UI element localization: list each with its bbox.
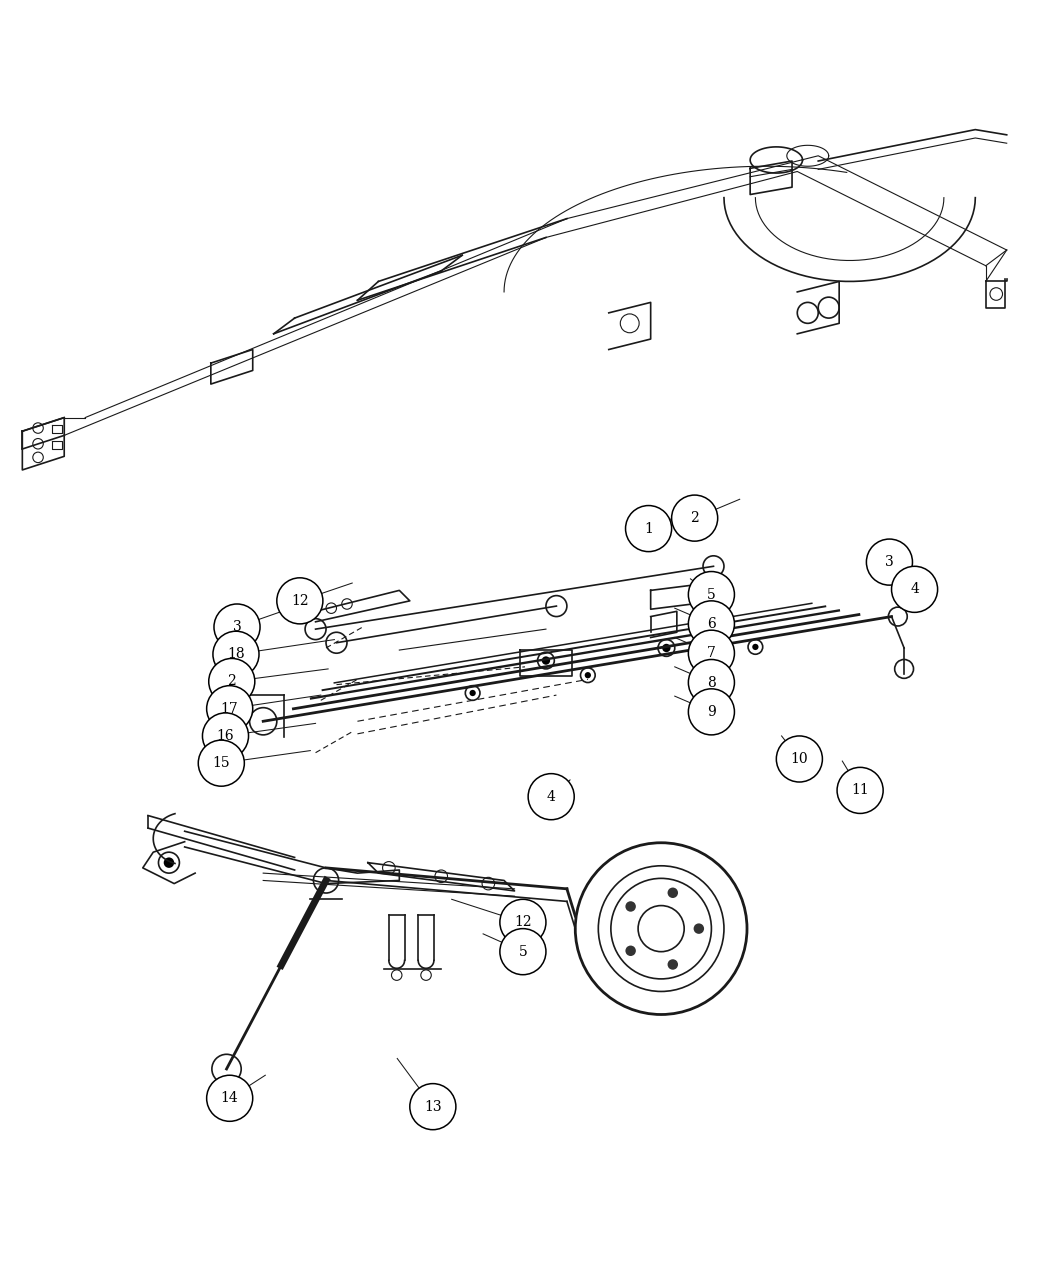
Text: 16: 16 (216, 729, 234, 743)
Text: 5: 5 (707, 588, 716, 602)
Circle shape (207, 1075, 253, 1121)
Circle shape (626, 901, 636, 912)
Circle shape (585, 672, 591, 678)
Circle shape (663, 644, 671, 652)
Circle shape (689, 630, 734, 676)
Circle shape (689, 659, 734, 705)
Text: 2: 2 (690, 511, 699, 525)
Text: 5: 5 (519, 945, 527, 959)
Text: 9: 9 (707, 705, 716, 719)
Circle shape (776, 736, 822, 782)
Text: 8: 8 (707, 676, 716, 690)
Circle shape (213, 631, 259, 677)
Circle shape (668, 887, 678, 898)
Text: 1: 1 (644, 521, 653, 536)
Circle shape (626, 506, 672, 552)
Text: 4: 4 (910, 583, 919, 597)
Text: 3: 3 (885, 555, 894, 569)
Circle shape (694, 923, 705, 933)
Text: 4: 4 (547, 789, 555, 803)
Circle shape (209, 658, 255, 705)
Circle shape (668, 959, 678, 970)
Text: 12: 12 (291, 594, 309, 608)
Text: 2: 2 (228, 674, 236, 688)
Circle shape (689, 601, 734, 646)
Text: 10: 10 (791, 752, 808, 766)
Circle shape (207, 686, 253, 732)
Circle shape (689, 688, 734, 734)
Circle shape (542, 657, 550, 664)
Circle shape (891, 566, 938, 612)
Text: 14: 14 (220, 1091, 238, 1105)
Circle shape (626, 946, 636, 956)
Text: 15: 15 (212, 756, 230, 770)
Circle shape (469, 690, 476, 696)
Text: 17: 17 (220, 701, 238, 715)
Circle shape (700, 652, 707, 658)
Circle shape (203, 713, 249, 759)
Circle shape (689, 571, 734, 617)
Circle shape (500, 928, 546, 974)
Circle shape (277, 578, 323, 623)
Circle shape (672, 495, 718, 541)
Circle shape (500, 899, 546, 945)
Text: 3: 3 (233, 620, 242, 634)
Circle shape (410, 1084, 456, 1130)
Circle shape (198, 740, 245, 787)
Circle shape (866, 539, 912, 585)
Circle shape (528, 774, 574, 820)
Text: 13: 13 (424, 1099, 442, 1113)
Text: 12: 12 (514, 915, 531, 929)
Circle shape (837, 768, 883, 813)
Text: 18: 18 (227, 648, 245, 662)
Circle shape (752, 644, 758, 650)
Text: 7: 7 (707, 646, 716, 660)
Text: 11: 11 (852, 783, 869, 797)
Circle shape (214, 604, 260, 650)
Text: 6: 6 (707, 617, 716, 631)
Circle shape (164, 857, 174, 868)
